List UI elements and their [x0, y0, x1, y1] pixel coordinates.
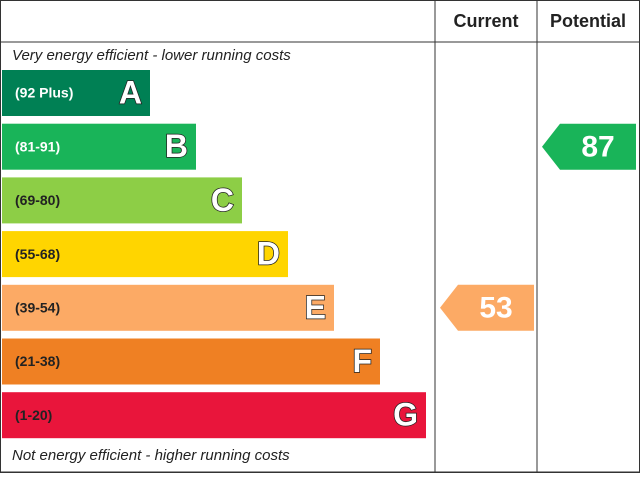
band-range: (81-91): [15, 138, 60, 154]
band-letter: B: [165, 128, 188, 164]
band-range: (69-80): [15, 192, 60, 208]
band-bar: [2, 70, 150, 116]
band-bar: [2, 231, 288, 278]
band-bar: [2, 392, 426, 439]
band-range: (21-38): [15, 353, 60, 369]
band-letter: F: [352, 343, 372, 379]
rating-value: 53: [479, 292, 512, 325]
rating-arrow: [440, 284, 534, 331]
top-note: Very energy efficient - lower running co…: [12, 47, 291, 64]
band-letter: C: [211, 182, 234, 218]
band-bar: [2, 123, 196, 170]
band-range: (92 Plus): [15, 85, 73, 101]
bottom-note: Not energy efficient - higher running co…: [12, 447, 290, 464]
rating-value: 87: [581, 131, 614, 164]
band-bar: [2, 177, 242, 224]
band-letter: D: [257, 236, 280, 272]
band-range: (55-68): [15, 246, 60, 262]
band-bar: [2, 338, 380, 385]
rating-arrow: [542, 123, 636, 170]
band-range: (1-20): [15, 407, 52, 423]
band-range: (39-54): [15, 300, 60, 316]
band-bar: [2, 284, 334, 331]
column-header: Current: [453, 11, 518, 31]
band-letter: G: [393, 397, 418, 433]
band-letter: A: [119, 74, 142, 110]
band-letter: E: [305, 289, 326, 325]
column-header: Potential: [550, 11, 626, 31]
